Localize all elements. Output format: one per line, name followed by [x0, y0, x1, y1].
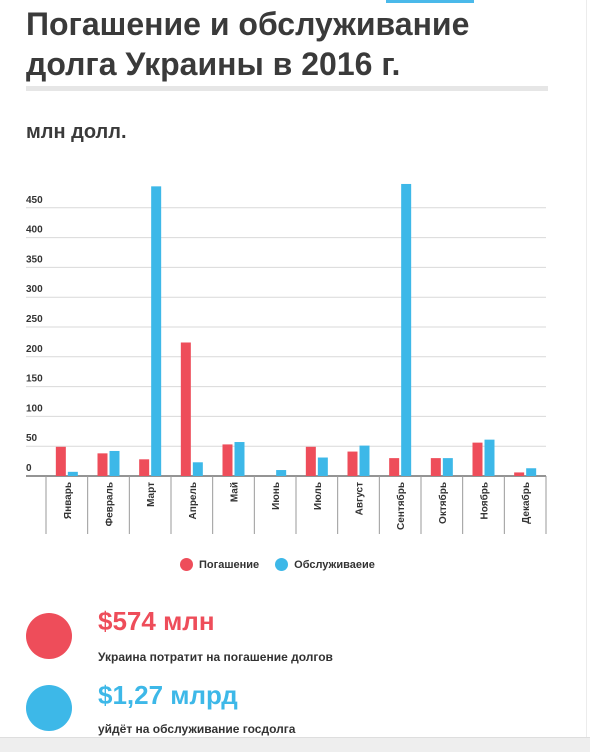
- page-title: Погашение и обслуживание долга Украины в…: [26, 6, 470, 82]
- bar-repayment: [514, 472, 525, 476]
- y-tick-label: 100: [26, 403, 43, 414]
- legend-dot-repayment: [180, 558, 193, 571]
- y-tick-label: 400: [26, 225, 43, 236]
- service-stat-circle: [26, 685, 72, 731]
- bar-service: [109, 450, 120, 476]
- x-tick-label: Июль: [313, 482, 324, 510]
- y-tick-label: 350: [26, 254, 43, 265]
- legend-item-service: Обслуживаеие: [275, 558, 375, 571]
- x-tick-label: Август: [355, 482, 366, 515]
- bar-repayment: [472, 442, 483, 476]
- y-tick-label: 450: [26, 195, 43, 206]
- bar-repayment: [305, 446, 316, 476]
- bar-service: [526, 468, 537, 476]
- y-tick-label: 250: [26, 314, 43, 325]
- x-tick-label: Апрель: [188, 482, 199, 519]
- bottom-bar: [0, 737, 590, 752]
- bar-service: [484, 439, 495, 476]
- legend-item-repayment: Погашение: [180, 558, 259, 571]
- bar-service: [234, 442, 245, 476]
- y-tick-label: 150: [26, 374, 43, 385]
- x-tick-label: Январь: [63, 482, 74, 519]
- x-tick-label: Июнь: [271, 482, 282, 510]
- legend-dot-service: [275, 558, 289, 571]
- bar-service: [359, 445, 370, 476]
- bar-repayment: [347, 451, 358, 476]
- bar-service: [401, 183, 412, 476]
- repayment-total-desc: Украина потратит на погашение долгов: [98, 650, 333, 664]
- bar-chart: 0 50 100 150 200 250 300 350 400 450 Январь Февраль…: [26, 183, 547, 534]
- x-tick-label: Февраль: [105, 482, 116, 526]
- bar-service: [192, 462, 203, 476]
- bar-service: [151, 186, 162, 476]
- bar-service: [442, 458, 453, 476]
- legend-label-service: Обслуживаеие: [294, 558, 375, 571]
- x-tick-label: Сентябрь: [395, 482, 407, 530]
- title-divider: [26, 86, 548, 91]
- bar-repayment: [389, 458, 400, 476]
- unit-label: млн долл.: [26, 121, 127, 143]
- repayment-total-value: $574 млн: [98, 606, 215, 636]
- bar-repayment: [139, 459, 150, 476]
- y-tick-label: 50: [26, 433, 38, 444]
- x-tick-label: Декабрь: [520, 482, 532, 524]
- x-tick-label: Май: [230, 482, 241, 502]
- y-tick-label: 0: [26, 463, 32, 474]
- bar-service: [67, 471, 78, 476]
- service-total-desc: уйдёт на обслуживание госдолга: [98, 722, 296, 736]
- bar-repayment: [180, 342, 191, 476]
- service-total-value: $1,27 млрд: [98, 680, 238, 710]
- x-tick-label: Октябрь: [437, 482, 449, 524]
- legend-label-repayment: Погашение: [199, 558, 260, 571]
- bar-repayment: [430, 458, 441, 476]
- top-accent-bar: [386, 0, 474, 3]
- bar-service: [317, 457, 328, 476]
- bar-repayment: [222, 444, 233, 476]
- x-tick-label: Март: [146, 482, 157, 507]
- page-edge: [586, 0, 587, 737]
- x-tick-label: Ноябрь: [479, 482, 491, 519]
- y-tick-label: 300: [26, 284, 43, 295]
- repayment-stat-circle: [26, 613, 72, 659]
- bar-repayment: [55, 446, 66, 476]
- y-tick-label: 200: [26, 344, 43, 355]
- bar-repayment: [97, 453, 108, 476]
- bar-service: [276, 470, 287, 476]
- chart-legend: Погашение Обслуживаеие: [180, 558, 391, 571]
